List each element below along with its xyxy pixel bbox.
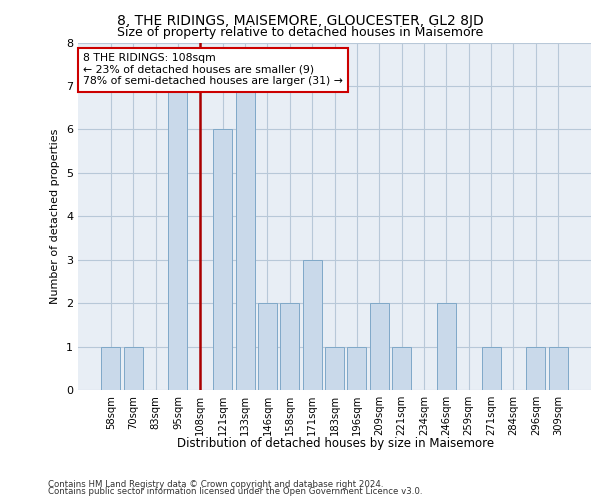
Bar <box>370 303 389 390</box>
Text: Contains public sector information licensed under the Open Government Licence v3: Contains public sector information licen… <box>48 487 422 496</box>
Bar <box>325 346 344 390</box>
Bar <box>392 346 411 390</box>
Bar <box>280 303 299 390</box>
Bar <box>526 346 545 390</box>
Bar <box>258 303 277 390</box>
Bar <box>437 303 456 390</box>
Bar <box>236 86 254 390</box>
Bar <box>213 130 232 390</box>
Bar <box>347 346 367 390</box>
Y-axis label: Number of detached properties: Number of detached properties <box>50 128 61 304</box>
Bar <box>124 346 143 390</box>
Text: Size of property relative to detached houses in Maisemore: Size of property relative to detached ho… <box>117 26 483 39</box>
Bar <box>548 346 568 390</box>
Bar <box>169 86 187 390</box>
Text: 8 THE RIDINGS: 108sqm
← 23% of detached houses are smaller (9)
78% of semi-detac: 8 THE RIDINGS: 108sqm ← 23% of detached … <box>83 53 343 86</box>
Bar <box>101 346 121 390</box>
Text: Contains HM Land Registry data © Crown copyright and database right 2024.: Contains HM Land Registry data © Crown c… <box>48 480 383 489</box>
Bar <box>482 346 500 390</box>
Text: 8, THE RIDINGS, MAISEMORE, GLOUCESTER, GL2 8JD: 8, THE RIDINGS, MAISEMORE, GLOUCESTER, G… <box>116 14 484 28</box>
Bar <box>302 260 322 390</box>
Text: Distribution of detached houses by size in Maisemore: Distribution of detached houses by size … <box>178 438 494 450</box>
